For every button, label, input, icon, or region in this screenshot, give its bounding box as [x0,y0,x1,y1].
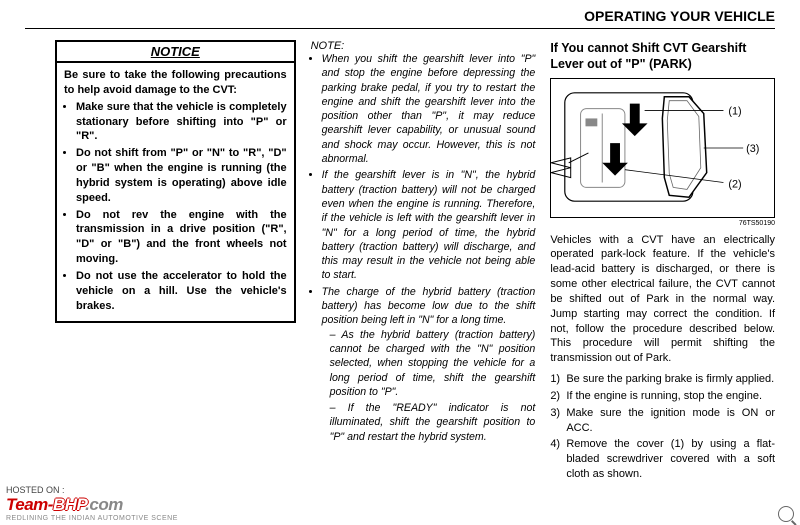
note-item: When you shift the gearshift lever into … [322,52,536,166]
note-item: The charge of the hybrid battery (tracti… [322,285,536,444]
steps-list: 1)Be sure the parking brake is firmly ap… [550,372,775,482]
step-num: 1) [550,372,566,387]
note-item-text: The charge of the hybrid battery (tracti… [322,286,536,327]
notice-item: Make sure that the vehicle is completely… [76,100,287,145]
logo-part-a: Team- [6,495,53,514]
notice-item: Do not use the accelerator to hold the v… [76,269,287,314]
section-title: If You cannot Shift CVT Gearshift Lever … [550,40,775,73]
diagram-caption: 76TS50190 [550,220,775,227]
step: 3)Make sure the ignition mode is ON or A… [550,406,775,436]
step: 2)If the engine is running, stop the eng… [550,389,775,404]
notice-intro: Be sure to take the following precaution… [64,68,287,98]
note-item: If the gearshift lever is in "N", the hy… [322,168,536,282]
notice-item: Do not shift from "P" or "N" to "R", "D"… [76,146,287,205]
step-text: Make sure the ignition mode is ON or ACC… [566,406,775,436]
header-rule [25,28,775,29]
step: 4)Remove the cover (1) by using a flat-b… [550,437,775,482]
hosted-on-label: HOSTED ON : [6,485,178,495]
magnify-icon[interactable] [778,506,794,522]
step-text: Remove the cover (1) by using a flat-bla… [566,437,775,482]
step-text: Be sure the parking brake is firmly appl… [566,372,775,387]
step: 1)Be sure the parking brake is firmly ap… [550,372,775,387]
notice-title: NOTICE [57,42,294,63]
note-body: When you shift the gearshift lever into … [311,52,536,444]
note-heading: NOTE: [311,40,536,52]
note-subitem: If the "READY" indicator is not illumina… [330,401,536,444]
notice-item: Do not rev the engine with the transmiss… [76,208,287,267]
content-columns: NOTICE Be sure to take the following pre… [55,40,775,495]
step-num: 3) [550,406,566,436]
column-1: NOTICE Be sure to take the following pre… [55,40,296,495]
logo-tagline: REDLINING THE INDIAN AUTOMOTIVE SCENE [6,515,178,522]
team-bhp-logo: Team-BHP.com [6,495,178,515]
section-paragraph: Vehicles with a CVT have an electrically… [550,233,775,367]
diagram-label-3: (3) [746,142,759,154]
logo-part-b: BHP [53,495,85,514]
logo-part-c: .com [85,495,123,514]
notice-box: NOTICE Be sure to take the following pre… [55,40,296,323]
note-subitem: As the hybrid battery (traction battery)… [330,328,536,399]
diagram-label-2: (2) [729,178,742,190]
diagram-label-1: (1) [729,105,742,117]
step-text: If the engine is running, stop the engin… [566,389,775,404]
gearshift-diagram: (1) (3) (2) [550,78,775,218]
column-2: NOTE: When you shift the gearshift lever… [311,40,536,495]
step-num: 2) [550,389,566,404]
step-num: 4) [550,437,566,482]
page-header: OPERATING YOUR VEHICLE [584,8,775,24]
watermark: HOSTED ON : Team-BHP.com REDLINING THE I… [6,485,178,522]
notice-body: Be sure to take the following precaution… [57,63,294,321]
column-3: If You cannot Shift CVT Gearshift Lever … [550,40,775,495]
